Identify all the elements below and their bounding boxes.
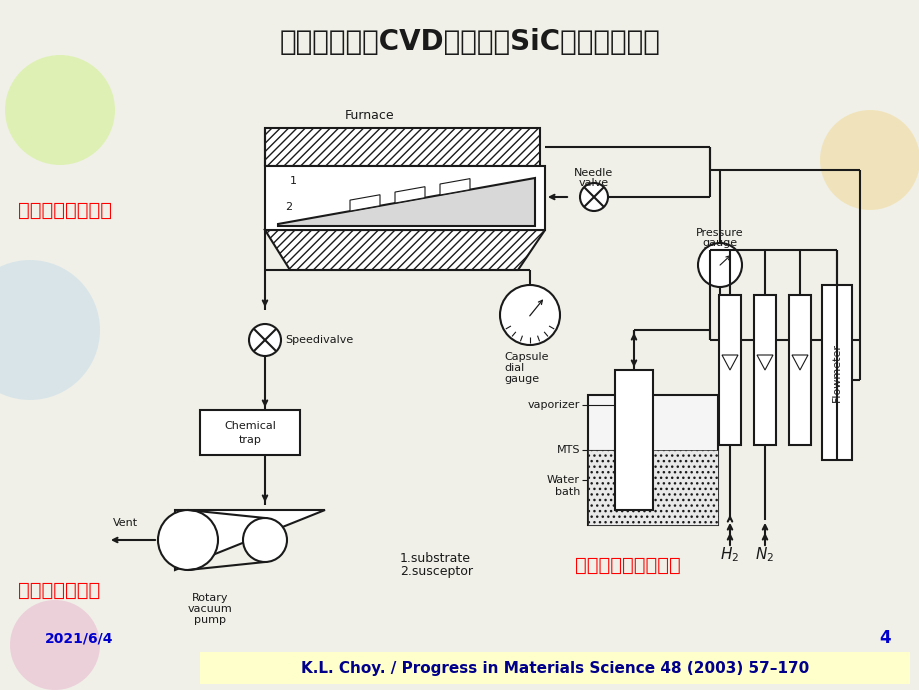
Polygon shape	[721, 355, 737, 370]
Text: 化学气相沉积系统: 化学气相沉积系统	[18, 201, 112, 219]
Circle shape	[499, 285, 560, 345]
Text: dial: dial	[504, 363, 524, 373]
Text: vaporizer: vaporizer	[528, 400, 579, 410]
Circle shape	[579, 183, 607, 211]
Polygon shape	[791, 355, 807, 370]
Bar	[789, 295, 811, 445]
Text: Speedivalve: Speedivalve	[285, 335, 353, 345]
Circle shape	[5, 55, 115, 165]
Text: $H_2$: $H_2$	[720, 546, 739, 564]
Circle shape	[249, 324, 280, 356]
Circle shape	[698, 243, 742, 287]
Text: pump: pump	[194, 615, 226, 625]
Text: 1: 1	[289, 176, 297, 186]
Text: $N_2$: $N_2$	[754, 546, 774, 564]
Text: 2.susceptor: 2.susceptor	[400, 566, 472, 578]
Polygon shape	[265, 230, 544, 270]
Circle shape	[243, 518, 287, 562]
Text: 4: 4	[879, 629, 890, 647]
Text: 实验室用典型CVD设备沉积SiC涂层装置简图: 实验室用典型CVD设备沉积SiC涂层装置简图	[279, 28, 660, 56]
Text: Flowmeter: Flowmeter	[831, 342, 841, 402]
Text: 2: 2	[285, 202, 292, 212]
Text: 1.substrate: 1.substrate	[400, 551, 471, 564]
Polygon shape	[349, 195, 380, 211]
Circle shape	[819, 110, 919, 210]
Text: Chemical: Chemical	[224, 421, 276, 431]
Circle shape	[158, 510, 218, 570]
Bar	[199, 652, 909, 684]
Polygon shape	[394, 187, 425, 203]
Text: trap: trap	[238, 435, 261, 445]
Text: valve: valve	[578, 178, 608, 188]
Bar	[754, 295, 775, 445]
Text: 排出气控制系统: 排出气控制系统	[18, 580, 100, 600]
Text: Furnace: Furnace	[345, 109, 394, 122]
Text: Water: Water	[547, 475, 579, 485]
Text: Pressure: Pressure	[696, 228, 743, 238]
Text: vacuum: vacuum	[187, 604, 233, 614]
Polygon shape	[175, 510, 324, 570]
Text: Capsule: Capsule	[504, 352, 548, 362]
Text: Rotary: Rotary	[191, 593, 228, 603]
Text: 2021/6/4: 2021/6/4	[45, 631, 113, 645]
Bar	[199, 410, 300, 455]
Circle shape	[0, 260, 100, 400]
Bar	[821, 285, 851, 460]
Bar	[587, 450, 717, 525]
Polygon shape	[439, 179, 470, 195]
Text: K.L. Choy. / Progress in Materials Science 48 (2003) 57–170: K.L. Choy. / Progress in Materials Scien…	[301, 660, 808, 676]
Text: Vent: Vent	[112, 518, 138, 528]
Bar	[265, 128, 539, 166]
Text: gauge: gauge	[504, 374, 539, 384]
Bar	[614, 370, 652, 510]
Bar	[265, 166, 544, 230]
Text: bath: bath	[554, 487, 579, 497]
Circle shape	[10, 600, 100, 690]
Text: gauge: gauge	[702, 238, 737, 248]
Polygon shape	[278, 178, 535, 226]
Polygon shape	[756, 355, 772, 370]
Text: 气相前驱体供给系统: 气相前驱体供给系统	[574, 555, 680, 575]
Text: Needle: Needle	[573, 168, 613, 178]
Bar	[587, 395, 717, 525]
Text: MTS: MTS	[556, 445, 579, 455]
Bar	[719, 295, 740, 445]
